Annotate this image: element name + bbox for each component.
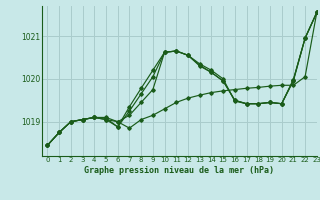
- X-axis label: Graphe pression niveau de la mer (hPa): Graphe pression niveau de la mer (hPa): [84, 166, 274, 175]
